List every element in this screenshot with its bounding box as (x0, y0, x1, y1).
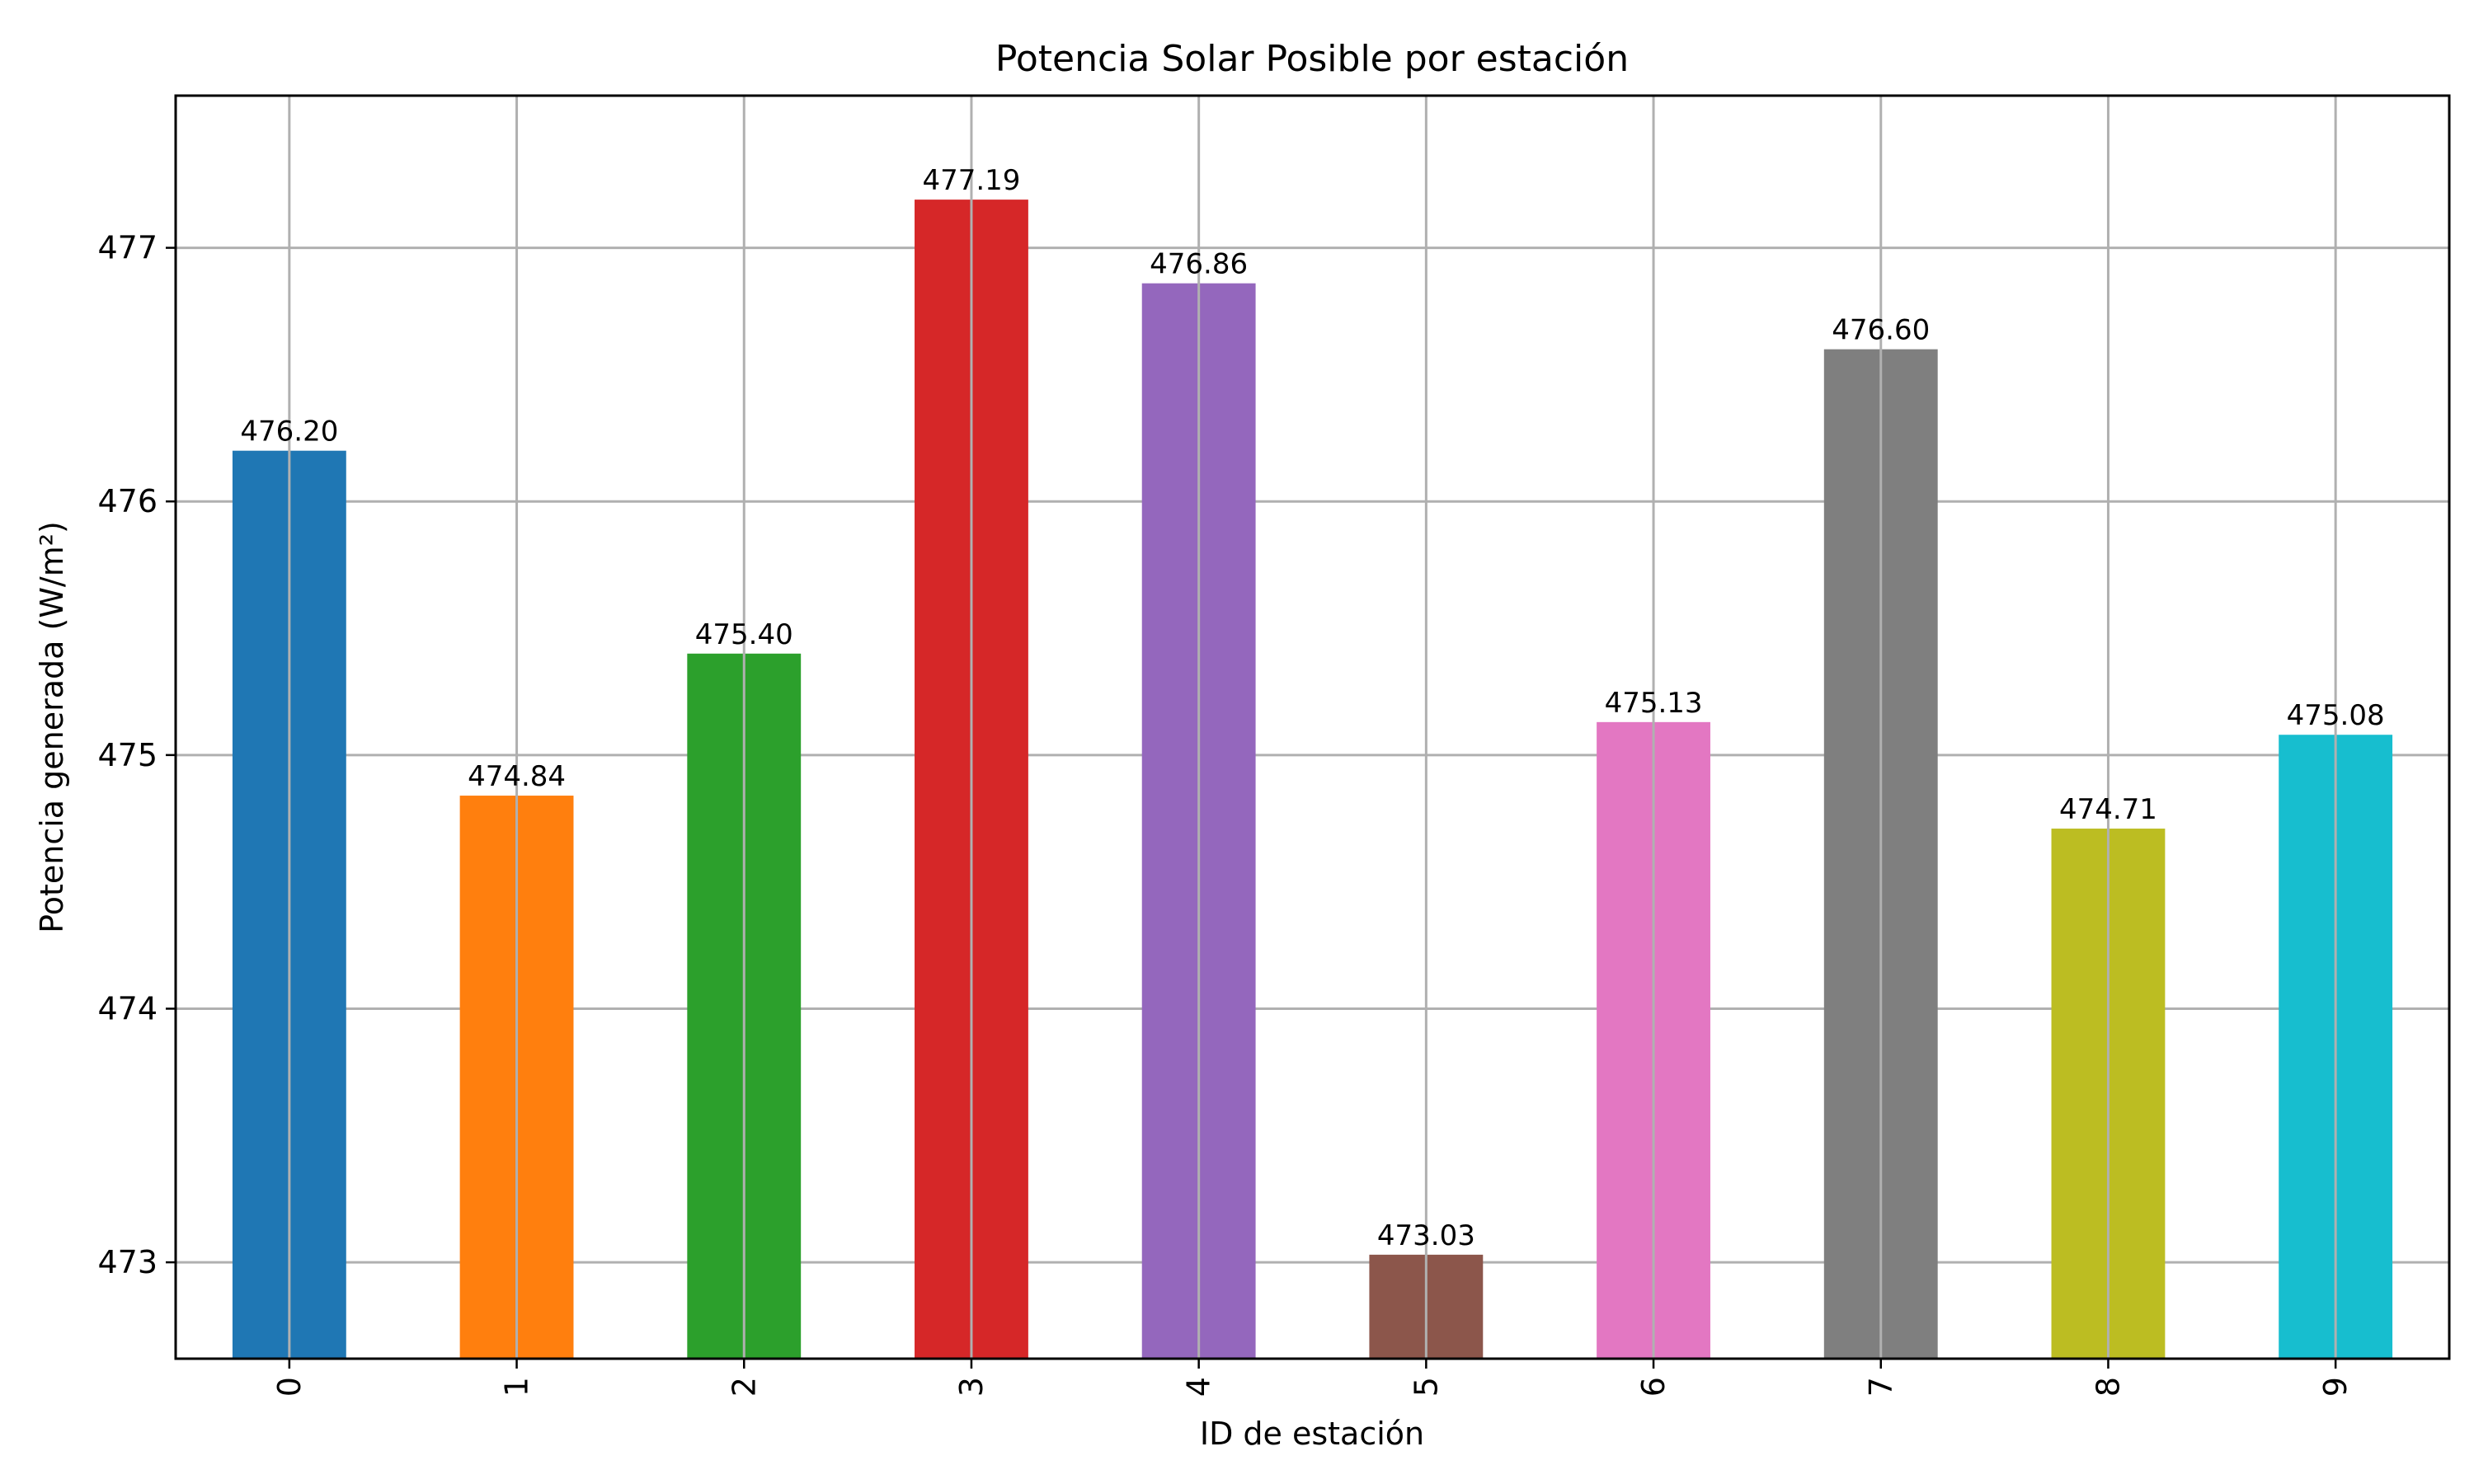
vertical-grid-lines (288, 96, 2337, 1359)
bar-value-label: 474.84 (468, 760, 566, 793)
axis-ticks: 473 474 475 476 477 0 1 2 3 4 5 6 7 8 9 (97, 230, 2354, 1397)
y-tick-label: 477 (97, 230, 158, 266)
x-tick-label: 5 (1408, 1377, 1444, 1397)
x-tick-label: 6 (1635, 1377, 1672, 1397)
x-tick-label: 2 (726, 1377, 762, 1397)
bar-value-label: 473.03 (1377, 1219, 1475, 1252)
x-tick-label: 3 (953, 1377, 990, 1397)
x-tick-label: 0 (271, 1377, 308, 1397)
plot-frame (174, 94, 2451, 1360)
x-tick-label: 8 (2090, 1377, 2126, 1397)
x-tick-label: 1 (499, 1377, 535, 1397)
bar-value-label: 476.86 (1150, 248, 1248, 281)
bar-value-label: 475.40 (695, 618, 793, 651)
x-tick-label: 9 (2317, 1377, 2354, 1397)
bar-value-label: 476.60 (1832, 314, 1930, 347)
chart-title: Potencia Solar Posible por estación (995, 38, 1629, 80)
x-axis-label: ID de estación (1200, 1416, 1424, 1452)
y-tick-label: 473 (97, 1244, 158, 1280)
bar-value-label: 475.13 (1605, 687, 1703, 720)
data-labels: 476.20 474.84 475.40 477.19 476.86 473.03 475.… (240, 164, 2384, 1252)
y-tick-label: 476 (97, 483, 158, 519)
bar-value-label: 477.19 (922, 164, 1020, 197)
bar-value-label: 475.08 (2287, 699, 2385, 732)
x-tick-label: 7 (1863, 1377, 1899, 1397)
x-tick-label: 4 (1181, 1377, 1217, 1397)
y-axis-label: Potencia generada (W/m²) (34, 521, 70, 933)
bar-value-label: 474.71 (2059, 793, 2157, 826)
y-tick-label: 475 (97, 737, 158, 773)
bar-value-label: 476.20 (240, 416, 338, 448)
y-tick-label: 474 (97, 990, 158, 1026)
